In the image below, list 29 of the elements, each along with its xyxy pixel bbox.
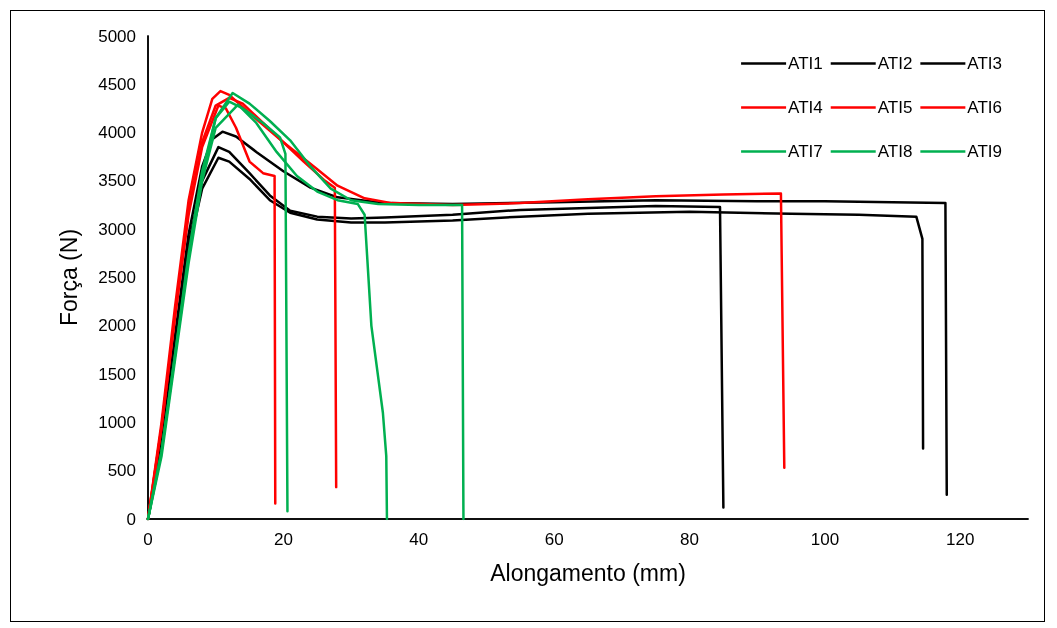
y-tick-label: 0	[126, 509, 136, 529]
y-tick-label: 2000	[98, 316, 136, 336]
y-tick-label: 3000	[98, 219, 136, 239]
y-tick-label: 1500	[98, 364, 136, 384]
y-tick-label: 3500	[98, 171, 136, 191]
x-tick-label: 120	[946, 530, 975, 549]
legend-label: ATI7	[788, 142, 823, 161]
x-tick-label: 100	[810, 530, 840, 549]
x-tick-label: 60	[544, 530, 564, 549]
x-tick-label: 20	[273, 530, 293, 549]
legend-label: ATI3	[967, 54, 1002, 73]
y-tick-label: 4500	[98, 74, 136, 94]
y-tick-label: 2500	[98, 268, 136, 287]
legend-label: ATI4	[788, 98, 823, 117]
legend-label: ATI8	[877, 142, 913, 161]
legend-label: ATI9	[967, 142, 1002, 161]
x-tick-label: 80	[680, 530, 699, 549]
y-tick-label: 4000	[98, 123, 136, 143]
x-axis-title: Alongamento (mm)	[490, 559, 686, 586]
y-tick-label: 1000	[98, 412, 136, 432]
legend-label: ATI2	[877, 54, 913, 73]
legend-label: ATI6	[967, 98, 1002, 117]
y-tick-label: 500	[107, 461, 136, 481]
x-tick-label: 40	[409, 530, 429, 549]
x-tick-label: 0	[143, 530, 153, 549]
y-tick-label: 5000	[98, 26, 136, 46]
y-axis-title: Força (N)	[55, 228, 82, 327]
legend-label: ATI1	[788, 54, 823, 73]
legend-label: ATI5	[877, 98, 913, 117]
